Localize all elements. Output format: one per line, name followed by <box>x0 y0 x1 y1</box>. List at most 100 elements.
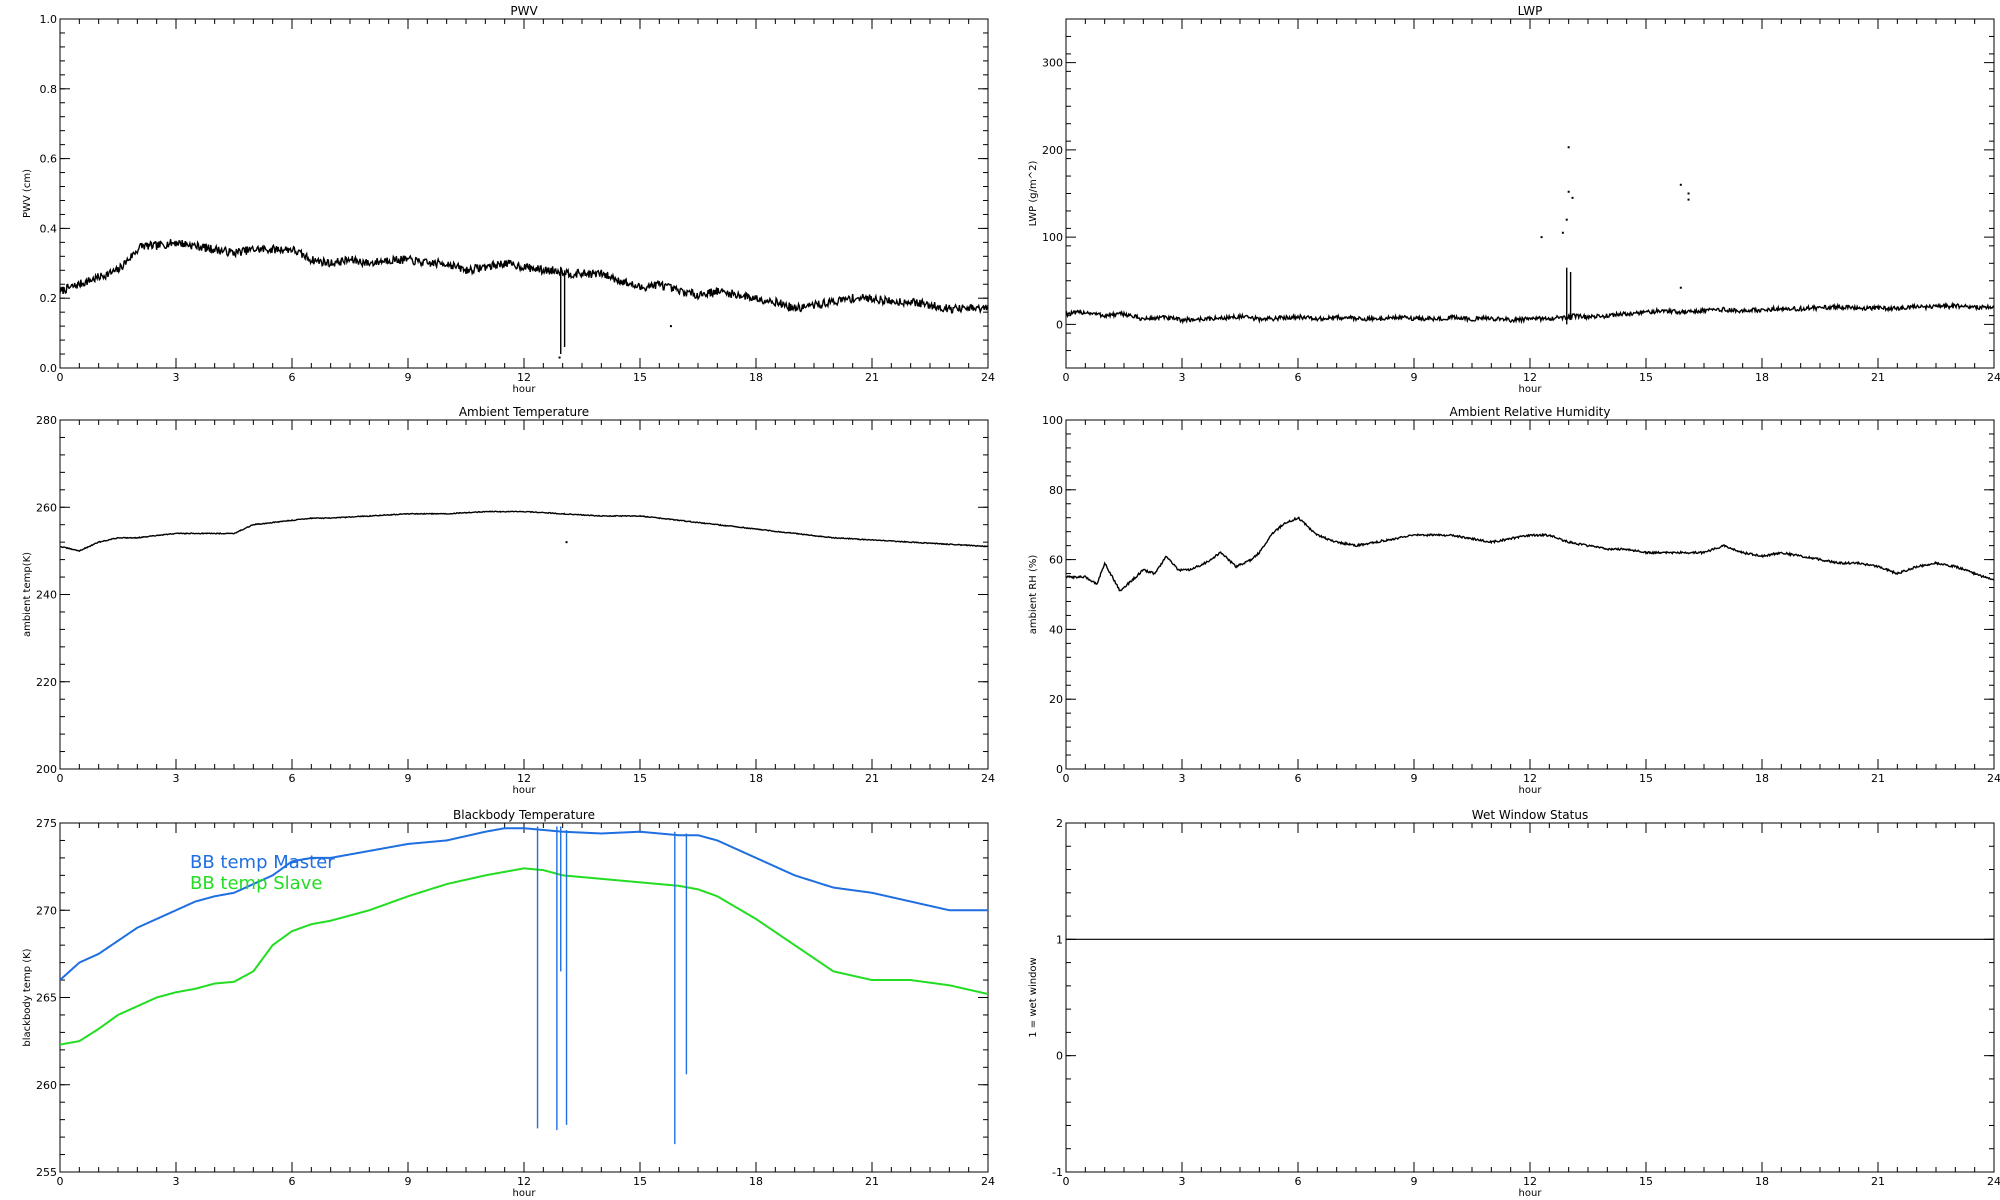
x-tick-label: 12 <box>1523 1175 1537 1188</box>
x-tick-label: 9 <box>1411 1175 1418 1188</box>
y-tick-label: 80 <box>1049 484 1063 497</box>
x-tick-label: 12 <box>517 371 531 384</box>
x-tick-label: 3 <box>173 772 180 785</box>
y-tick-label: 260 <box>36 501 57 514</box>
outlier-point-7 <box>1679 183 1682 186</box>
x-tick-label: 15 <box>633 371 647 384</box>
outlier-point-1 <box>558 356 561 359</box>
x-tick-label: 0 <box>57 772 64 785</box>
x-tick-label: 24 <box>1987 772 2000 785</box>
plot-area <box>1066 516 1994 592</box>
plot-frame <box>59 18 989 369</box>
plot-area <box>60 826 988 1145</box>
y-tick-label: 100 <box>1042 231 1063 244</box>
x-tick-label: 15 <box>633 1175 647 1188</box>
x-tick-label: 12 <box>517 1175 531 1188</box>
y-tick-label: 0.2 <box>40 292 58 305</box>
y-tick-label: 270 <box>36 904 57 917</box>
panel-bbtemp: Blackbody Temperature 0 3 6 9 12 15 18 21 24 hour 2… <box>22 808 995 1199</box>
x-tick-label: 15 <box>1639 1175 1653 1188</box>
y-tick-label: 220 <box>36 676 57 689</box>
outlier-point-8 <box>1687 192 1690 195</box>
plot-frame <box>59 419 989 770</box>
legend-entry-1: BB temp Master <box>190 852 335 873</box>
x-tick-label: 18 <box>1755 371 1769 384</box>
x-tick-label: 0 <box>57 1175 64 1188</box>
x-tick-label: 3 <box>173 371 180 384</box>
x-tick-label: 6 <box>289 772 296 785</box>
series-line-1 <box>1066 301 1994 325</box>
outlier-point-2 <box>669 325 672 328</box>
panel-ambrh: Ambient Relative Humidity 0 3 6 9 12 15 18 21 24 h… <box>1028 405 2000 796</box>
legend-entry-2: BB temp Slave <box>190 873 322 894</box>
x-tick-label: 6 <box>1295 772 1302 785</box>
y-tick-label: 275 <box>36 817 57 830</box>
x-tick-label: 3 <box>1179 371 1186 384</box>
x-tick-label: 0 <box>1063 1175 1070 1188</box>
x-tick-label: 0 <box>1063 772 1070 785</box>
chart-title: PWV <box>510 4 538 18</box>
x-tick-label: 15 <box>633 772 647 785</box>
y-axis-label: ambient temp(K) <box>22 552 33 637</box>
series-line-1 <box>1066 516 1994 592</box>
x-axis-label: hour <box>1519 785 1543 796</box>
x-tick-label: 12 <box>1523 772 1537 785</box>
y-tick-label: 0 <box>1056 763 1063 776</box>
y-tick-label: 255 <box>36 1166 57 1179</box>
x-tick-label: 18 <box>749 772 763 785</box>
x-tick-label: 9 <box>405 772 412 785</box>
plot-frame <box>1065 18 1995 369</box>
x-tick-label: 18 <box>749 371 763 384</box>
chart-title: Blackbody Temperature <box>453 808 595 822</box>
x-tick-label: 3 <box>1179 1175 1186 1188</box>
x-tick-label: 21 <box>865 371 879 384</box>
x-tick-label: 21 <box>1871 371 1885 384</box>
y-axis-label: 1 = wet window <box>1028 957 1039 1037</box>
y-tick-label: 20 <box>1049 693 1063 706</box>
x-tick-label: 3 <box>173 1175 180 1188</box>
y-axis-label: blackbody temp (K) <box>22 948 33 1046</box>
x-axis-label: hour <box>513 1188 537 1199</box>
outlier-point-5 <box>1540 236 1543 239</box>
series-line-1 <box>60 510 988 553</box>
y-tick-label: 0 <box>1056 318 1063 331</box>
x-tick-label: 0 <box>1063 371 1070 384</box>
x-tick-label: 24 <box>981 371 995 384</box>
outlier-point-6 <box>1571 196 1574 199</box>
x-tick-label: 24 <box>1987 371 2000 384</box>
series-line-2 <box>60 867 988 1046</box>
x-tick-label: 24 <box>981 1175 995 1188</box>
y-tick-label: 2 <box>1056 817 1063 830</box>
x-tick-label: 24 <box>981 772 995 785</box>
plot-frame <box>1065 419 1995 770</box>
outlier-point-1 <box>565 541 568 544</box>
y-tick-label: 300 <box>1042 57 1063 70</box>
plot-area <box>60 239 988 359</box>
x-axis-label: hour <box>513 785 537 796</box>
x-tick-label: 6 <box>1295 1175 1302 1188</box>
chart-title: LWP <box>1518 4 1543 18</box>
x-tick-label: 15 <box>1639 371 1653 384</box>
panel-lwp: LWP 0 3 6 9 12 15 18 21 24 hour 0 100 200 300 LWP (g/m^… <box>1028 4 2000 395</box>
x-tick-label: 12 <box>1523 371 1537 384</box>
x-tick-label: 21 <box>865 1175 879 1188</box>
x-axis-label: hour <box>513 384 537 395</box>
y-axis-label: LWP (g/m^2) <box>1028 161 1039 227</box>
x-tick-label: 0 <box>57 371 64 384</box>
y-tick-label: 0 <box>1056 1050 1063 1063</box>
x-tick-label: 6 <box>1295 371 1302 384</box>
panel-ambtemp: Ambient Temperature 0 3 6 9 12 15 18 21 24 hour 200… <box>22 405 995 796</box>
x-axis-label: hour <box>1519 1188 1543 1199</box>
x-tick-label: 9 <box>1411 371 1418 384</box>
x-tick-label: 21 <box>1871 772 1885 785</box>
chart-title: Ambient Temperature <box>459 405 589 419</box>
y-tick-label: 0.4 <box>40 222 58 235</box>
series-line-1 <box>60 827 988 981</box>
y-tick-label: 200 <box>36 763 57 776</box>
x-tick-label: 9 <box>1411 772 1418 785</box>
outlier-point-2 <box>1567 190 1570 193</box>
outlier-point-4 <box>1561 231 1564 234</box>
y-tick-label: 0.0 <box>40 362 58 375</box>
y-tick-label: 260 <box>36 1079 57 1092</box>
